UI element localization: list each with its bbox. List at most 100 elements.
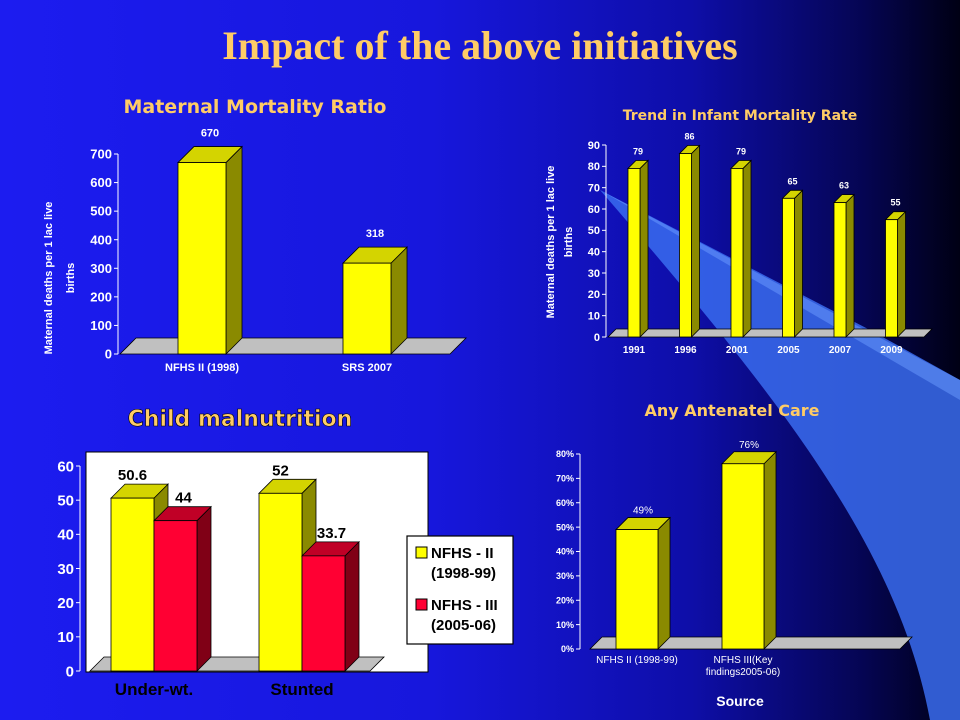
cm-bar-series-1-side bbox=[196, 505, 212, 672]
mmr-y-tick-label: 500 bbox=[90, 204, 112, 219]
mmr-title: Maternal Mortality Ratio bbox=[124, 96, 387, 118]
imr-y-tick-label: 40 bbox=[588, 247, 600, 259]
imr-y-tick-label: 30 bbox=[588, 268, 600, 280]
mmr-floor bbox=[119, 337, 467, 355]
cm-legend-swatch-1 bbox=[415, 598, 428, 611]
cm-y-tick-label: 20 bbox=[57, 595, 74, 612]
anc-x-tick-label: NFHS III(Key bbox=[714, 655, 773, 666]
mmr-ylabel-line-1: Maternal deaths per 1 lac live bbox=[43, 202, 55, 355]
imr-y-tick-label: 60 bbox=[588, 204, 600, 216]
imr-bar-side bbox=[691, 144, 700, 338]
imr-bar-side bbox=[845, 193, 855, 338]
anc-y-tick-label: 70% bbox=[556, 474, 574, 484]
mmr-y-tick-label: 300 bbox=[90, 261, 112, 276]
chart-antenatal-care: Any Antenatel Care 0% 10% 20% 30% 40% 50% 60% 7… bbox=[540, 396, 930, 716]
mmr-data-label: 318 bbox=[366, 228, 384, 240]
cm-y-tick-label: 10 bbox=[57, 629, 74, 646]
anc-svg: Any Antenatel Care 0% 10% 20% 30% 40% 50% 60% 7… bbox=[556, 401, 913, 709]
imr-y-tick-label: 70 bbox=[588, 183, 600, 195]
mmr-x-tick-label: SRS 2007 bbox=[342, 362, 392, 374]
imr-title: Trend in Infant Mortality Rate bbox=[623, 108, 857, 124]
anc-x-tick-label: findings2005-06) bbox=[706, 667, 781, 678]
anc-y-tick-label: 60% bbox=[556, 498, 574, 508]
mmr-y-tick-label: 100 bbox=[90, 318, 112, 333]
imr-bar bbox=[730, 168, 744, 338]
cm-y-tick-label: 40 bbox=[57, 527, 74, 544]
mmr-bar bbox=[342, 262, 392, 355]
imr-y-tick-label: 80 bbox=[588, 161, 600, 173]
imr-x-tick-label: 2007 bbox=[829, 345, 852, 356]
imr-x-tick-label: 1991 bbox=[623, 345, 646, 356]
imr-x-tick-label: 2009 bbox=[880, 345, 903, 356]
cm-x-tick-label: Stunted bbox=[270, 680, 333, 699]
imr-bar-side bbox=[639, 159, 649, 338]
anc-y-tick-label: 40% bbox=[556, 547, 574, 557]
anc-y-tick-label: 30% bbox=[556, 571, 574, 581]
chart-child-malnutrition: Child malnutrition 0 10 20 30 40 50 60 50.6 52 44… bbox=[40, 400, 530, 712]
imr-x-tick-label: 2001 bbox=[726, 345, 749, 356]
imr-data-label: 63 bbox=[839, 181, 849, 191]
mmr-y-tick-label: 0 bbox=[105, 347, 112, 362]
chart-infant-mortality: Trend in Infant Mortality Rate Maternal … bbox=[540, 100, 940, 360]
imr-floor bbox=[607, 328, 933, 338]
imr-data-label: 55 bbox=[890, 198, 900, 208]
anc-x-tick-label: NFHS II (1998-99) bbox=[596, 655, 678, 666]
anc-bar bbox=[721, 463, 765, 650]
imr-data-label: 79 bbox=[736, 146, 746, 156]
anc-bar bbox=[615, 529, 659, 650]
imr-data-label: 79 bbox=[633, 146, 643, 156]
cm-legend: NFHS - II (1998-99) NFHS - III (2005-06) bbox=[406, 535, 514, 645]
cm-y-tick-label: 60 bbox=[57, 458, 74, 475]
mmr-y-tick-label: 400 bbox=[90, 232, 112, 247]
imr-y-tick-label: 20 bbox=[588, 289, 600, 301]
slide-title: Impact of the above initiatives bbox=[222, 23, 738, 68]
mmr-ylabel-line-2: births bbox=[65, 263, 77, 294]
cm-data-label: 44 bbox=[175, 490, 192, 507]
imr-y-tick-label: 0 bbox=[594, 332, 600, 344]
imr-x-tick-label: 2005 bbox=[777, 345, 800, 356]
anc-y-tick-label: 20% bbox=[556, 595, 574, 605]
cm-y-tick-label: 30 bbox=[57, 561, 74, 578]
imr-bar-side bbox=[742, 159, 752, 338]
imr-bar bbox=[627, 168, 641, 338]
cm-y-tick-label: 0 bbox=[66, 663, 74, 680]
imr-bar bbox=[679, 153, 692, 338]
mmr-bar bbox=[177, 162, 227, 355]
imr-ylabel-line-1: Maternal deaths per 1 lac live bbox=[545, 166, 557, 319]
anc-bar-side bbox=[657, 516, 671, 650]
imr-ylabel-line-2: births bbox=[563, 227, 575, 258]
chart-maternal-mortality: Maternal Mortality Ratio Maternal deaths… bbox=[30, 88, 480, 388]
cm-legend-box bbox=[406, 535, 514, 645]
imr-bar bbox=[885, 219, 898, 338]
imr-y-tick-label: 50 bbox=[588, 225, 600, 237]
anc-title: Any Antenatel Care bbox=[644, 401, 819, 420]
cm-data-label: 33.7 bbox=[317, 525, 346, 542]
cm-bar-series-0 bbox=[110, 497, 155, 672]
cm-data-label: 52 bbox=[272, 462, 289, 479]
cm-x-tick-label: Under-wt. bbox=[115, 680, 193, 699]
imr-data-label: 86 bbox=[684, 132, 694, 142]
cm-legend-label-1-line-1: NFHS - III bbox=[431, 597, 498, 614]
imr-bar-side bbox=[794, 189, 803, 338]
mmr-y-tick-label: 600 bbox=[90, 175, 112, 190]
cm-bar-series-1-side bbox=[344, 540, 360, 672]
imr-svg: Trend in Infant Mortality Rate Maternal … bbox=[545, 108, 933, 356]
cm-bar-series-1 bbox=[153, 520, 198, 672]
anc-data-label: 49% bbox=[633, 506, 653, 517]
cm-y-tick-label: 50 bbox=[57, 492, 74, 509]
mmr-y-tick-label: 200 bbox=[90, 289, 112, 304]
imr-y-tick-label: 10 bbox=[588, 311, 600, 323]
anc-y-tick-label: 80% bbox=[556, 449, 574, 459]
mmr-bar-side bbox=[225, 145, 243, 355]
mmr-x-tick-label: NFHS II (1998) bbox=[165, 362, 239, 374]
mmr-svg: Maternal Mortality Ratio Maternal deaths… bbox=[43, 96, 467, 374]
cm-legend-swatch-0 bbox=[415, 546, 428, 559]
imr-bar-side bbox=[897, 210, 906, 338]
cm-title: Child malnutrition bbox=[128, 407, 353, 432]
cm-data-label: 50.6 bbox=[118, 467, 147, 484]
imr-bar bbox=[833, 202, 847, 338]
cm-legend-label-1-line-2: (2005-06) bbox=[431, 617, 496, 634]
anc-y-tick-label: 0% bbox=[561, 644, 574, 654]
cm-svg: Child malnutrition 0 10 20 30 40 50 60 50.6 52 44… bbox=[57, 407, 514, 699]
cm-legend-label-0-line-1: NFHS - II bbox=[431, 545, 494, 562]
